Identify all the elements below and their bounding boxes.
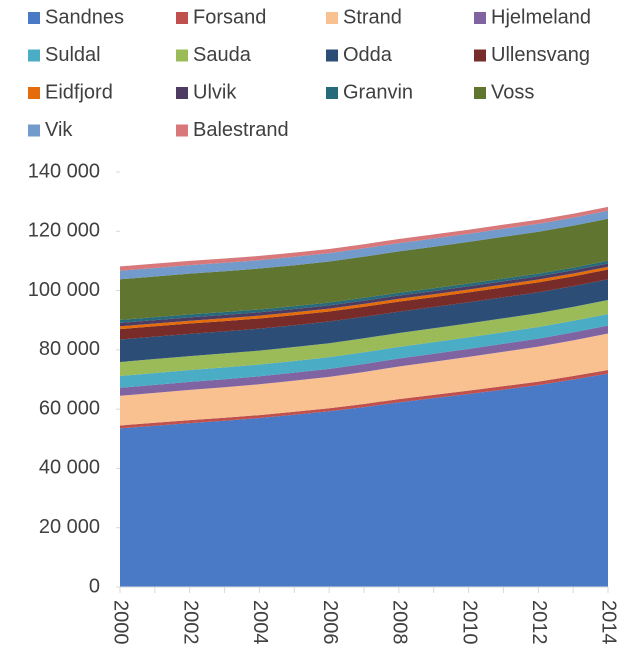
legend-label: Hjelmeland xyxy=(491,6,591,28)
x-tick-label: 2008 xyxy=(389,600,411,645)
legend-swatch xyxy=(28,49,40,62)
legend-label: Forsand xyxy=(193,6,266,28)
legend-label: Strand xyxy=(343,6,402,28)
x-tick-label: 2010 xyxy=(458,600,480,645)
legend-label: Voss xyxy=(491,81,534,103)
legend-label: Sandnes xyxy=(45,6,124,28)
area xyxy=(120,210,608,280)
x-tick-label: 2012 xyxy=(528,600,550,645)
y-tick-label: 0 xyxy=(89,575,100,597)
legend-label: Eidfjord xyxy=(45,81,113,103)
legend-swatch xyxy=(176,49,188,62)
area xyxy=(120,313,608,388)
legend-label: Granvin xyxy=(343,81,413,103)
legend-swatch xyxy=(28,12,40,24)
y-tick-label: 100 000 xyxy=(28,279,100,301)
y-tick-label: 60 000 xyxy=(39,397,100,419)
x-tick-label: 2000 xyxy=(110,600,132,645)
area xyxy=(120,333,608,426)
legend-swatch xyxy=(326,87,338,99)
y-tick-label: 140 000 xyxy=(28,160,100,182)
legend-label: Odda xyxy=(343,44,393,66)
area xyxy=(120,269,608,340)
legend-label: Ulvik xyxy=(193,81,237,103)
legend-swatch xyxy=(326,49,338,62)
y-tick-label: 20 000 xyxy=(39,516,100,538)
area xyxy=(120,300,608,376)
y-tick-label: 40 000 xyxy=(39,457,100,479)
legend-swatch xyxy=(176,12,188,24)
area xyxy=(120,325,608,396)
area xyxy=(120,266,608,330)
legend-label: Ullensvang xyxy=(491,44,590,66)
area xyxy=(120,370,608,429)
legend-swatch xyxy=(28,124,40,137)
legend-swatch xyxy=(176,124,188,137)
y-tick-label: 80 000 xyxy=(39,338,100,360)
x-tick-label: 2006 xyxy=(319,600,341,645)
legend-label: Suldal xyxy=(45,44,101,66)
legend-swatch xyxy=(28,87,40,99)
area xyxy=(120,263,608,327)
area xyxy=(120,279,608,363)
legend-label: Sauda xyxy=(193,44,252,66)
y-tick-label: 120 000 xyxy=(28,220,100,242)
legend-swatch xyxy=(474,87,486,99)
legend-swatch xyxy=(326,12,338,24)
x-tick-label: 2004 xyxy=(249,600,271,645)
legend-swatch xyxy=(474,12,486,24)
x-tick-label: 2014 xyxy=(598,600,620,645)
area xyxy=(120,373,608,587)
legend-label: Balestrand xyxy=(193,119,289,141)
area xyxy=(120,206,608,271)
area xyxy=(120,260,608,323)
legend-label: Vik xyxy=(45,119,73,141)
legend-swatch xyxy=(474,49,486,62)
area xyxy=(120,218,608,320)
legend-swatch xyxy=(176,87,188,99)
x-tick-label: 2002 xyxy=(179,600,201,645)
